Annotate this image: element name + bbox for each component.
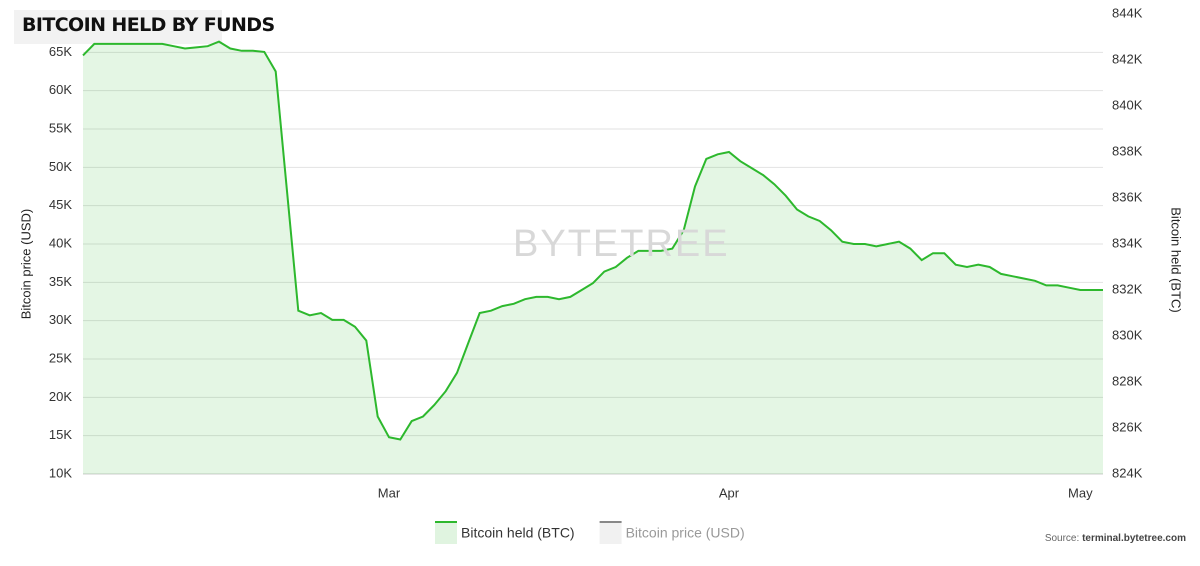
y2-axis-label: Bitcoin held (BTC): [1169, 207, 1184, 312]
x-tick-label: Mar: [378, 485, 401, 500]
y-tick-label: 45K: [49, 197, 72, 212]
watermark: BYTETREE: [513, 223, 730, 265]
source-label: Source:: [1045, 533, 1079, 544]
y2-tick-label: 836K: [1112, 189, 1143, 204]
legend-item[interactable]: Bitcoin price (USD): [599, 521, 745, 544]
y-tick-label: 30K: [49, 312, 72, 327]
y2-tick-label: 826K: [1112, 419, 1143, 434]
y-tick-label: 60K: [49, 82, 72, 97]
line: [82, 40, 1103, 441]
chart-title: BITCOIN HELD BY FUNDS: [22, 14, 275, 36]
plot: [82, 40, 1103, 475]
y2-tick-label: 842K: [1112, 51, 1143, 66]
y2-tick-label: 828K: [1112, 373, 1143, 388]
y-axis-label: Bitcoin price (USD): [18, 209, 33, 320]
legend-item[interactable]: Bitcoin held (BTC): [435, 521, 575, 544]
source-url: terminal.bytetree.com: [1082, 533, 1186, 544]
y2-tick-label: 840K: [1112, 97, 1143, 112]
y-tick-label: 65K: [49, 44, 72, 59]
y2-tick-label: 832K: [1112, 281, 1143, 296]
x-tick-label: May: [1068, 485, 1093, 500]
y-tick-label: 10K: [49, 465, 72, 480]
y-tick-label: 55K: [49, 120, 72, 135]
source: Source: terminal.bytetree.com: [1045, 533, 1186, 544]
legend-swatch: [599, 522, 622, 544]
y-tick-label: 40K: [49, 235, 72, 250]
y2-tick-label: 824K: [1112, 465, 1143, 480]
y2-tick-label: 834K: [1112, 235, 1143, 250]
y2-tick-label: 844K: [1112, 5, 1143, 20]
y-tick-label: 15K: [49, 427, 72, 442]
legend-label: Bitcoin price (USD): [626, 525, 745, 541]
y-tick-label: 35K: [49, 274, 72, 289]
y2-tick-label: 838K: [1112, 143, 1143, 158]
y-tick-label: 50K: [49, 159, 72, 174]
legend-label: Bitcoin held (BTC): [461, 525, 575, 541]
y-tick-label: 25K: [49, 350, 72, 365]
area: [83, 41, 1103, 474]
y-tick-label: 20K: [49, 389, 72, 404]
y2-tick-label: 830K: [1112, 327, 1143, 342]
legend-swatch: [435, 522, 457, 544]
x-tick-label: Apr: [719, 485, 740, 500]
